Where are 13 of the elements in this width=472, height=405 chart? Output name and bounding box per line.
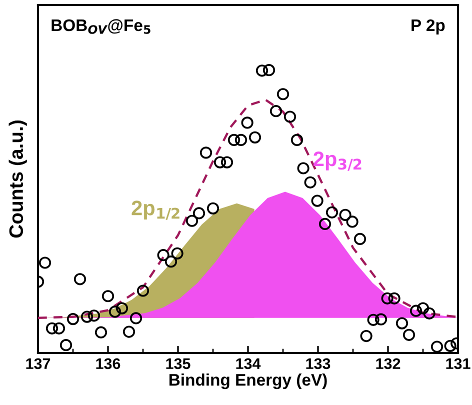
x-tick-label: 137 (26, 358, 50, 370)
series-label: 2p$_{1/2}$ (132, 200, 180, 220)
x-tick-label: 135 (166, 358, 190, 370)
y-axis-title: Counts (a.u.) (8, 120, 27, 238)
x-tick-label: 131 (446, 358, 470, 370)
text: BOB$_{OV}$@Fe$_{5}$ (52, 19, 150, 34)
x-tick-label: 132 (376, 358, 400, 370)
x-axis-title: Binding Energy (eV) (169, 373, 327, 390)
x-tick-label: 134 (236, 358, 261, 370)
text: P 2p (412, 19, 445, 34)
series-label: 2p$_{3/2}$ (314, 152, 362, 171)
x-tick-label: 133 (306, 358, 330, 370)
x-tick-label: 136 (96, 358, 120, 370)
